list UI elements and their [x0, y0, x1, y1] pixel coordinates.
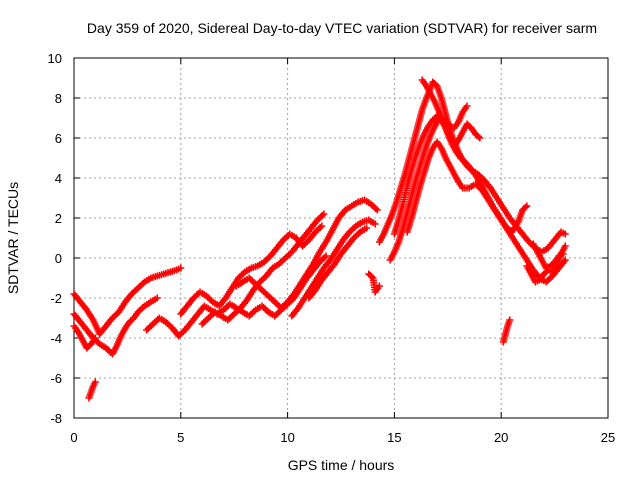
series-track-15: [418, 76, 531, 236]
y-tick-label: 6: [55, 131, 62, 146]
series-track-10: [305, 224, 371, 302]
data-point: [523, 202, 531, 210]
data-point: [363, 224, 371, 232]
data-point: [506, 316, 514, 324]
y-tick-label: 4: [55, 171, 62, 186]
y-tick-label: -2: [50, 291, 62, 306]
y-tick-label: 0: [55, 251, 62, 266]
data-point: [561, 242, 569, 250]
data-point: [375, 282, 383, 290]
data-point: [445, 121, 453, 129]
data-point: [368, 273, 376, 281]
data-point: [322, 252, 330, 260]
x-axis-label: GPS time / hours: [288, 457, 395, 473]
data-point: [371, 220, 379, 228]
series-track-1: [70, 264, 185, 338]
series-track-8: [232, 196, 381, 312]
data-point: [177, 264, 185, 272]
data-points: [70, 76, 569, 402]
y-tick-label: 10: [48, 51, 62, 66]
data-point: [521, 203, 529, 211]
y-tick-label: -4: [50, 331, 62, 346]
data-point: [559, 250, 567, 258]
series-track-9: [288, 216, 379, 320]
x-tick-label: 5: [177, 430, 184, 445]
data-point: [320, 210, 328, 218]
y-tick-label: 2: [55, 211, 62, 226]
data-point: [91, 334, 99, 342]
series-track-4: [85, 378, 99, 402]
data-point: [476, 134, 484, 142]
x-tick-label: 0: [70, 430, 77, 445]
series-track-11: [365, 270, 383, 296]
chart-title: Day 359 of 2020, Sidereal Day-to-day VTE…: [87, 20, 597, 36]
plot-frame: [73, 57, 609, 419]
x-tick-label: 10: [280, 430, 294, 445]
y-axis-label: SDTVAR / TECUs: [5, 182, 21, 294]
data-point: [463, 102, 471, 110]
series-track-17: [499, 316, 514, 346]
data-point: [373, 206, 381, 214]
y-tick-label: -6: [50, 371, 62, 386]
y-tick-label: -8: [50, 411, 62, 426]
axis-ticks: 0 5 10 15 20 25 -8 -6 -4 -2 0 2 4 6 8 10: [48, 51, 616, 445]
x-tick-label: 15: [387, 430, 401, 445]
x-tick-label: 20: [494, 430, 508, 445]
y-tick-label: 8: [55, 91, 62, 106]
data-point: [561, 256, 569, 264]
series-track-5: [143, 252, 330, 340]
x-tick-label: 25: [601, 430, 615, 445]
series-track-16: [386, 102, 471, 264]
data-point: [91, 378, 99, 386]
series-track-19: [529, 240, 567, 272]
data-point: [318, 222, 326, 230]
data-point: [153, 294, 161, 302]
series-track-13: [390, 112, 484, 238]
data-point: [474, 133, 482, 141]
series-track-7: [198, 210, 328, 328]
series-track-3: [70, 322, 99, 352]
data-point: [561, 230, 569, 238]
